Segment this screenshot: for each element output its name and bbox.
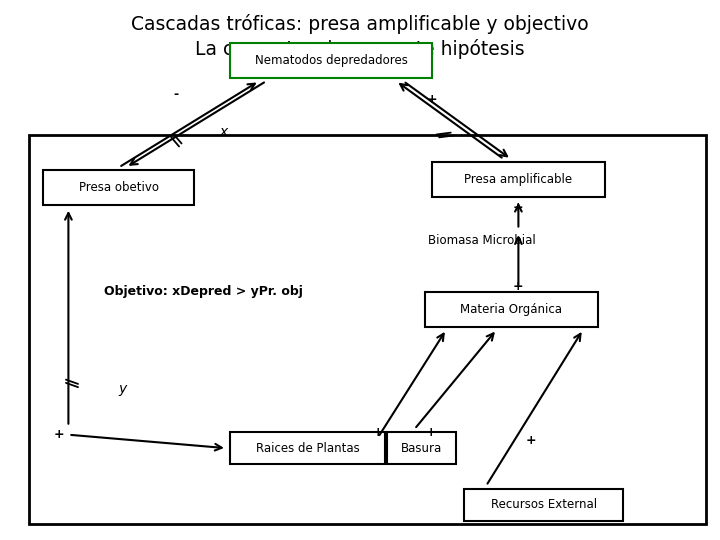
Text: La competencia aparente hipótesis: La competencia aparente hipótesis (195, 38, 525, 59)
Bar (230, 43, 432, 78)
Text: Basura: Basura (401, 442, 442, 455)
Text: Recursos External: Recursos External (490, 498, 597, 511)
Text: Raices de Plantas: Raices de Plantas (256, 442, 360, 455)
Text: Presa amplificable: Presa amplificable (464, 173, 572, 186)
Text: +: + (426, 426, 436, 438)
Bar (43, 170, 194, 205)
Text: +: + (427, 93, 437, 106)
Text: y: y (119, 382, 127, 396)
Text: Materia Orgánica: Materia Orgánica (460, 302, 562, 316)
Bar (387, 432, 456, 464)
Bar (425, 292, 598, 327)
Text: +: + (54, 428, 64, 441)
Text: x: x (220, 125, 228, 139)
Bar (29, 135, 706, 524)
Text: Nematodos depredadores: Nematodos depredadores (255, 54, 408, 68)
Bar (432, 162, 605, 197)
Text: +: + (526, 434, 536, 447)
Text: +: + (513, 280, 523, 293)
Text: Objetivo: xDepred > yPr. obj: Objetivo: xDepred > yPr. obj (104, 285, 303, 298)
Text: Biomasa Microbial: Biomasa Microbial (428, 234, 536, 247)
Bar (464, 489, 623, 521)
Text: Presa obetivo: Presa obetivo (78, 181, 159, 194)
Text: -: - (174, 88, 179, 101)
Text: +: + (513, 201, 523, 214)
Text: +: + (373, 426, 383, 438)
Bar (230, 432, 385, 464)
Text: Cascadas tróficas: presa amplificable y objectivo: Cascadas tróficas: presa amplificable y … (131, 14, 589, 35)
